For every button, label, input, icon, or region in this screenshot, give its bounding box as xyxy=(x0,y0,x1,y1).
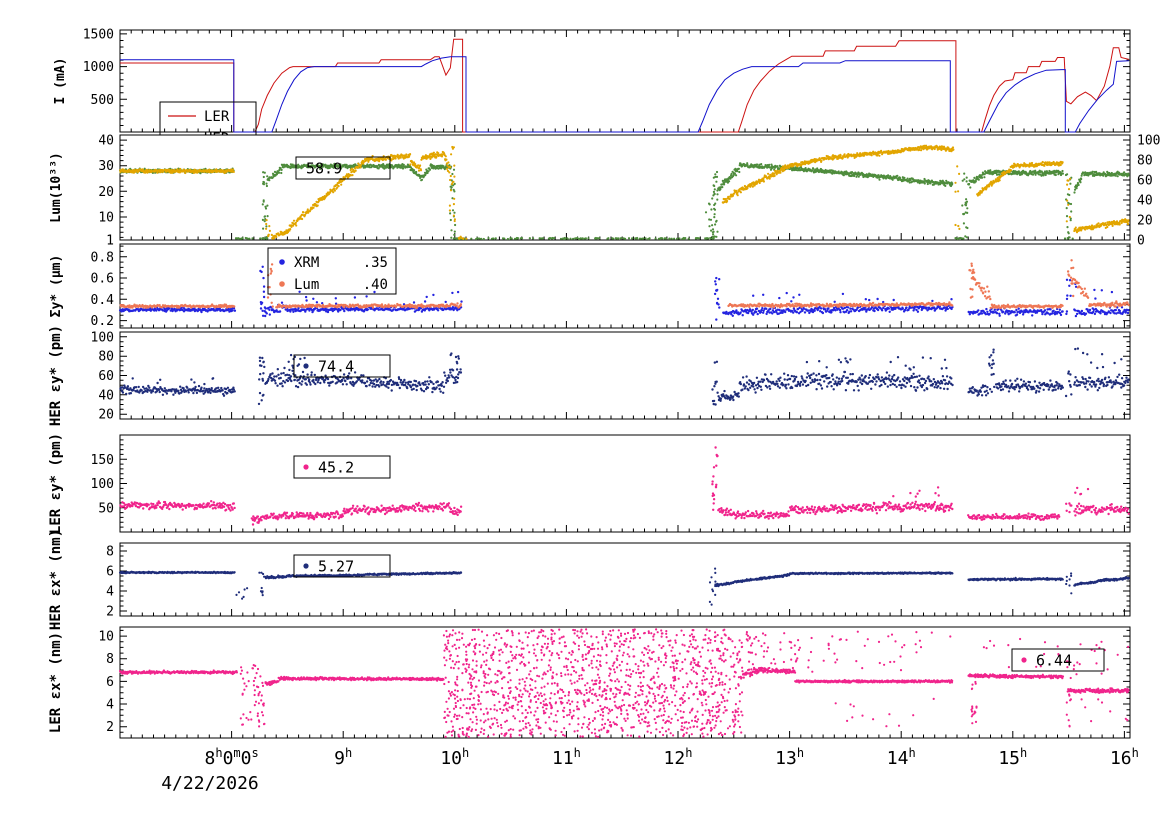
svg-text:20: 20 xyxy=(98,408,114,423)
svg-text:40: 40 xyxy=(98,388,114,403)
value-label-ler-ex: 6.44 xyxy=(1011,648,1105,672)
svg-text:20: 20 xyxy=(98,185,114,200)
svg-text:5.27: 5.27 xyxy=(318,558,354,576)
svg-text:40: 40 xyxy=(1137,194,1153,209)
svg-text:60: 60 xyxy=(98,369,114,384)
svg-text:1500: 1500 xyxy=(83,27,114,42)
svg-text:2: 2 xyxy=(106,605,114,620)
svg-text:9h: 9h xyxy=(334,746,352,769)
svg-text:6: 6 xyxy=(106,565,114,580)
svg-text:LER εx* (nm): LER εx* (nm) xyxy=(48,632,64,733)
value-label-luminosity: 58.9 xyxy=(295,156,391,180)
svg-text:100: 100 xyxy=(1137,134,1160,149)
svg-text:80: 80 xyxy=(98,350,114,365)
svg-text:13h: 13h xyxy=(775,746,804,769)
svg-text:8: 8 xyxy=(106,652,114,667)
svg-text:16h: 16h xyxy=(1110,746,1139,769)
svg-text:4: 4 xyxy=(106,585,114,600)
svg-text:.40: .40 xyxy=(363,277,388,293)
svg-text:20: 20 xyxy=(1137,214,1153,229)
svg-text:10: 10 xyxy=(98,210,114,225)
svg-text:Lum(10³³): Lum(10³³) xyxy=(49,152,64,222)
svg-text:40: 40 xyxy=(98,134,114,149)
svg-text:XRM: XRM xyxy=(294,255,319,271)
svg-text:10: 10 xyxy=(98,630,114,645)
svg-text:0.6: 0.6 xyxy=(91,272,114,287)
value-label-ler-ey: 45.2 xyxy=(293,455,391,479)
svg-text:80: 80 xyxy=(1137,154,1153,169)
panel-ler-ex: 2 4 6 8 10 LER εx* (nm) 6.44 xyxy=(48,626,1131,739)
panel-ler-ey: 50 100 150 LER εy* (pm) 45.2 xyxy=(48,433,1131,534)
panel-sigma-y: 0.2 0.4 0.6 0.8 Σy* (μm) XRM .35 Lum .40 xyxy=(49,243,1131,329)
svg-text:100: 100 xyxy=(91,330,114,345)
svg-text:10h: 10h xyxy=(440,746,469,769)
svg-text:30: 30 xyxy=(98,159,114,174)
svg-text:HER εy* (pm): HER εy* (pm) xyxy=(48,325,64,426)
svg-text:2: 2 xyxy=(106,720,114,735)
svg-text:I (mA): I (mA) xyxy=(53,58,68,105)
svg-text:0.4: 0.4 xyxy=(91,293,115,308)
svg-text:8: 8 xyxy=(106,545,114,560)
svg-text:.35: .35 xyxy=(363,255,388,271)
panel-her-ey: 20 40 60 80 100 HER εy* (pm) 74.4 xyxy=(48,325,1131,426)
svg-text:60: 60 xyxy=(1137,174,1153,189)
svg-text:1: 1 xyxy=(106,234,114,249)
svg-text:500: 500 xyxy=(91,93,114,108)
svg-text:11h: 11h xyxy=(552,746,581,769)
legend-sigma-y: XRM .35 Lum .40 xyxy=(267,247,397,295)
value-label-her-ey: 74.4 xyxy=(293,354,391,378)
svg-text:8h0m0s: 8h0m0s xyxy=(204,746,258,769)
svg-text:15h: 15h xyxy=(998,746,1027,769)
svg-text:50: 50 xyxy=(98,501,114,516)
svg-text:1000: 1000 xyxy=(83,60,114,75)
svg-text:0: 0 xyxy=(1137,234,1145,249)
value-label-her-ex: 5.27 xyxy=(293,554,391,578)
panel-her-ex: 2 4 6 8 HER εx* (nm) 5.27 xyxy=(48,529,1131,630)
svg-text:LER: LER xyxy=(204,109,230,125)
svg-text:LER εy* (pm): LER εy* (pm) xyxy=(48,433,64,534)
svg-text:150: 150 xyxy=(91,453,114,468)
svg-text:4: 4 xyxy=(106,698,114,713)
panel-luminosity: 110203040020406080100Lum(10³³)Lsp(10³⁰)5… xyxy=(49,134,1160,249)
svg-text:58.9: 58.9 xyxy=(306,160,342,178)
svg-text:100: 100 xyxy=(91,477,114,492)
svg-text:Lum: Lum xyxy=(294,277,319,293)
svg-text:6.44: 6.44 xyxy=(1036,652,1072,670)
svg-text:0.2: 0.2 xyxy=(91,314,114,329)
svg-text:45.2: 45.2 xyxy=(318,459,354,477)
svg-text:74.4: 74.4 xyxy=(318,358,354,376)
svg-text:0.8: 0.8 xyxy=(91,250,114,265)
date-label: 4/22/2026 xyxy=(161,773,259,794)
svg-text:Σy* (μm): Σy* (μm) xyxy=(49,255,64,318)
svg-text:14h: 14h xyxy=(887,746,916,769)
svg-text:HER εx* (nm): HER εx* (nm) xyxy=(48,529,64,630)
svg-text:12h: 12h xyxy=(664,746,693,769)
svg-text:6: 6 xyxy=(106,675,114,690)
